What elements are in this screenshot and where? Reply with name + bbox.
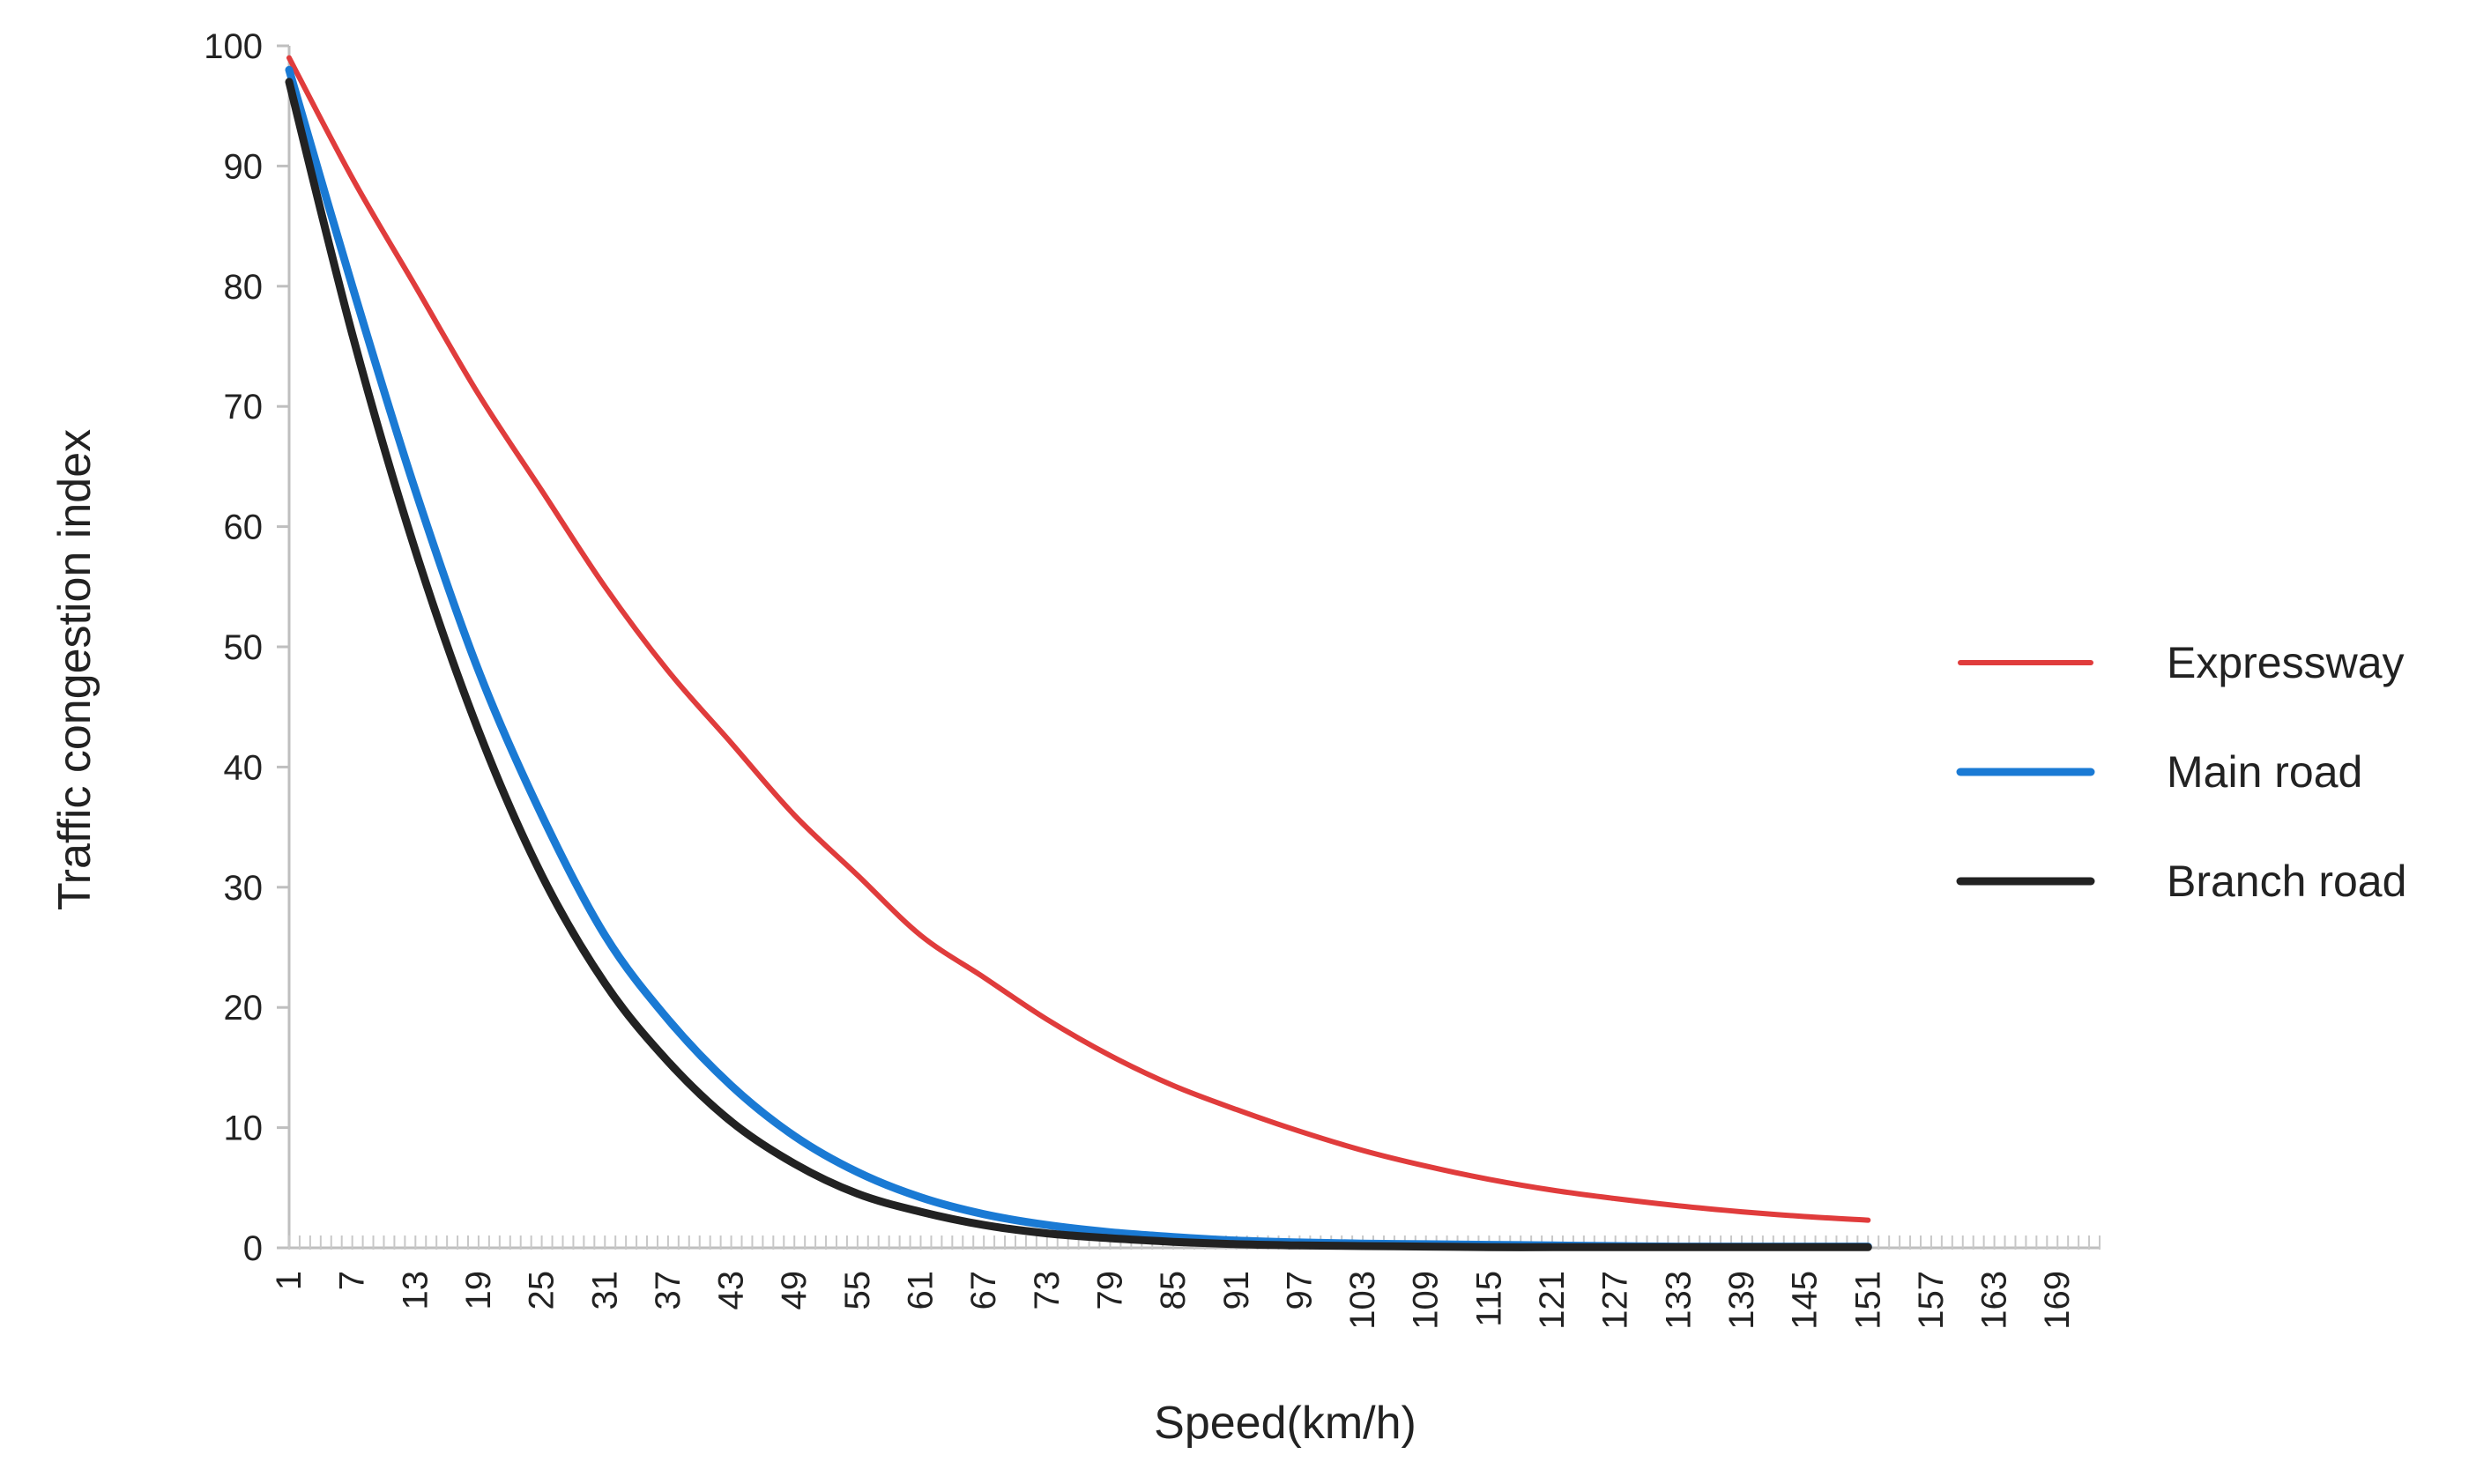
y-axis-title: Traffic congestion index <box>49 429 100 910</box>
legend: Expressway Main road Branch road <box>1956 638 2406 906</box>
x-tick-label: 19 <box>459 1271 498 1310</box>
x-tick-label: 61 <box>902 1271 941 1310</box>
series-line-branch-road <box>285 78 1872 1251</box>
series-line-main-road <box>285 65 1872 1251</box>
x-tick-label: 139 <box>1722 1271 1761 1330</box>
y-tick-label: 50 <box>224 628 264 667</box>
x-tick-label: 151 <box>1848 1271 1887 1330</box>
x-tick-label: 127 <box>1596 1271 1635 1330</box>
x-tick-label: 145 <box>1786 1271 1825 1330</box>
y-tick-label: 30 <box>224 869 264 908</box>
legend-label-branch-road: Branch road <box>2167 857 2406 906</box>
x-tick-label: 13 <box>396 1271 435 1310</box>
x-tick-label: 91 <box>1217 1271 1256 1310</box>
x-tick-label: 103 <box>1343 1271 1382 1330</box>
series-layer <box>285 55 1872 1251</box>
x-tick-label: 31 <box>585 1271 624 1310</box>
y-tick-label: 80 <box>224 268 264 307</box>
x-tick-label: 55 <box>838 1271 877 1310</box>
series-line-expressway <box>286 55 1871 1223</box>
x-tick-label: 133 <box>1659 1271 1698 1330</box>
x-axis-title: Speed(km/h) <box>1154 1398 1417 1449</box>
x-tick-label: 157 <box>1912 1271 1951 1330</box>
y-tick-label: 0 <box>243 1229 263 1268</box>
x-tick-label: 163 <box>1975 1271 2014 1330</box>
x-tick-label: 169 <box>2038 1271 2077 1330</box>
y-tick-label: 70 <box>224 388 264 427</box>
x-tick-label: 37 <box>649 1271 688 1310</box>
y-tick-label: 100 <box>204 27 263 66</box>
x-tick-label: 49 <box>775 1271 814 1310</box>
y-tick-label: 90 <box>224 147 264 186</box>
x-tick-label: 73 <box>1028 1271 1067 1310</box>
y-axis: 0 10 20 30 40 50 60 70 80 90 100 <box>204 27 291 1268</box>
x-tick-label: 43 <box>712 1271 751 1310</box>
x-tick-label: 97 <box>1280 1271 1319 1310</box>
x-tick-label: 1 <box>270 1271 309 1290</box>
legend-label-main-road: Main road <box>2167 747 2362 797</box>
x-tick-label: 25 <box>523 1271 561 1310</box>
y-tick-label: 20 <box>224 989 264 1028</box>
x-tick-label: 67 <box>964 1271 1003 1310</box>
y-tick-label: 10 <box>224 1109 264 1148</box>
x-tick-label: 79 <box>1090 1271 1129 1310</box>
x-tick-label: 115 <box>1469 1271 1508 1327</box>
x-tick-label: 121 <box>1533 1271 1572 1330</box>
y-tick-label: 60 <box>224 508 264 547</box>
x-tick-label: 85 <box>1154 1271 1193 1310</box>
x-tick-label: 7 <box>333 1271 372 1290</box>
legend-label-expressway: Expressway <box>2167 638 2405 687</box>
y-tick-label: 40 <box>224 748 264 787</box>
x-tick-label: 109 <box>1407 1271 1446 1330</box>
